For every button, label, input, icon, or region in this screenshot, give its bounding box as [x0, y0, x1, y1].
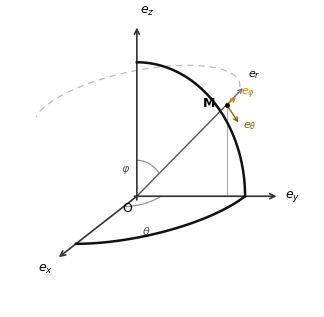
Text: $e_\theta$: $e_\theta$	[243, 120, 257, 132]
Text: $e_\varphi$: $e_\varphi$	[241, 87, 255, 101]
Text: $e_x$: $e_x$	[38, 263, 53, 276]
Text: $e_y$: $e_y$	[285, 189, 300, 204]
Text: $\theta$: $\theta$	[142, 225, 151, 237]
Text: $e_z$: $e_z$	[140, 5, 155, 18]
Text: $\varphi$: $\varphi$	[121, 164, 130, 176]
Text: M: M	[203, 97, 215, 110]
Text: O: O	[122, 202, 132, 215]
Text: $e_r$: $e_r$	[248, 69, 260, 81]
